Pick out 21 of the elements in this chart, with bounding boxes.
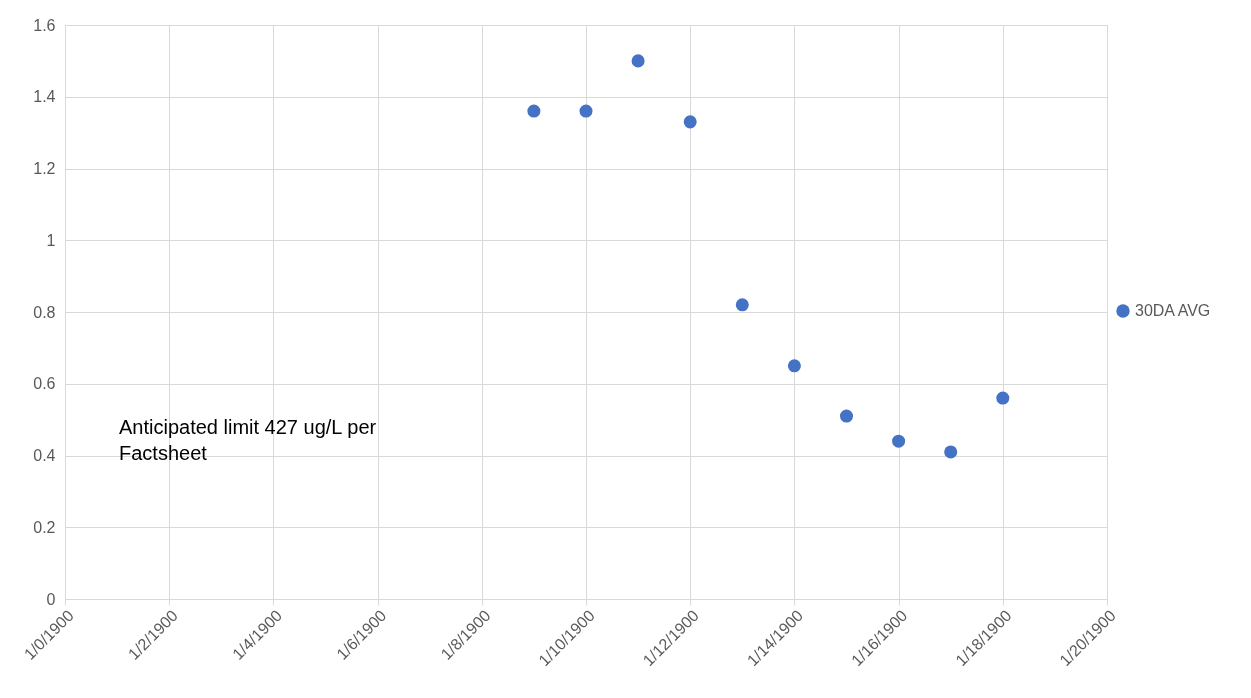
point	[839, 409, 854, 423]
point	[787, 359, 801, 373]
point	[944, 445, 958, 459]
y-tick-label: 1.2	[33, 160, 56, 177]
annotation: Anticipated limit 427 ug/L per Factsheet	[119, 416, 377, 464]
point	[996, 391, 1010, 405]
y-tick-label: 0.6	[33, 375, 56, 393]
legend-label: 30DA AVG	[1135, 302, 1211, 319]
y-tick-label: 1	[46, 231, 56, 249]
point	[631, 54, 645, 68]
y-tick-label: 0	[46, 590, 56, 608]
y-tick-label: 1.4	[33, 88, 56, 106]
y-tick-label: 1.6	[33, 16, 56, 34]
point	[892, 434, 906, 448]
point	[527, 104, 541, 118]
y-tick-label: 0.8	[33, 303, 56, 321]
y-tick-label: 0.4	[33, 447, 56, 464]
y-tick-label: 0.2	[33, 518, 56, 536]
point	[735, 298, 749, 312]
point	[683, 115, 697, 129]
point	[579, 104, 593, 118]
